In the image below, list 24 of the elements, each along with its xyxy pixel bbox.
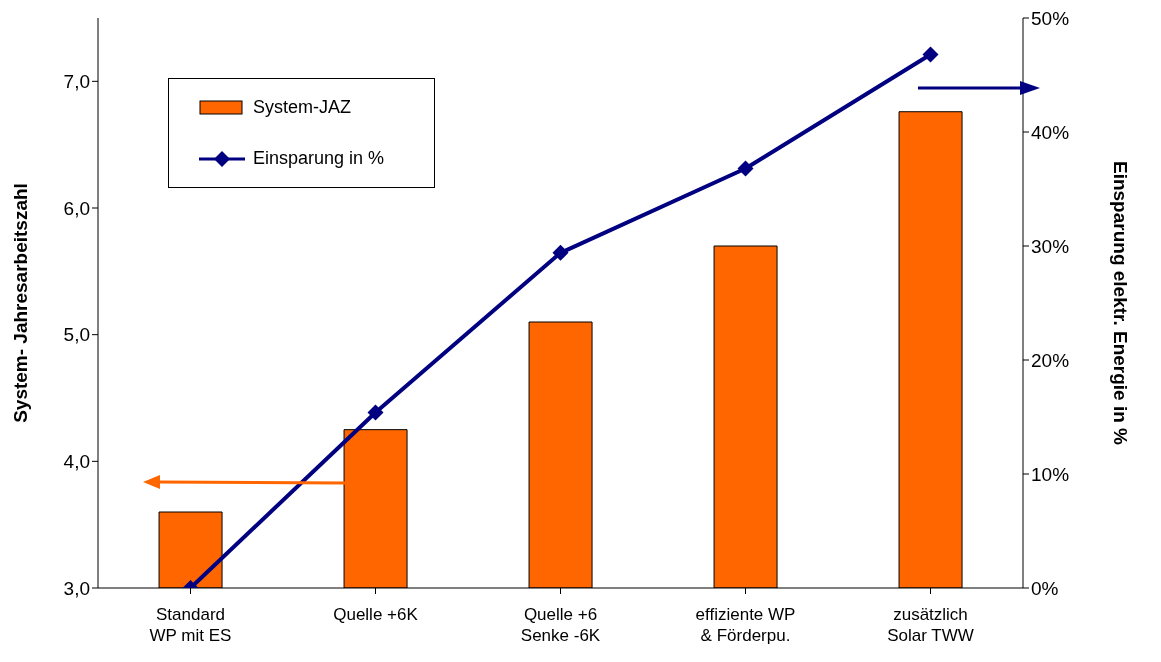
point <box>552 244 569 261</box>
y-tick-label: 7,0 <box>63 71 90 93</box>
y2-tick-label: 50% <box>1031 7 1070 29</box>
legend-label: System-JAZ <box>253 97 352 118</box>
point <box>922 46 939 63</box>
x-tick-label: zusätzlich Solar TWW <box>887 605 974 645</box>
y-tick-label: 6,0 <box>63 197 90 219</box>
x-tick-label: effiziente WP & Förderpu. <box>695 605 796 645</box>
y2-axis-title: Einsparung elektr. Energie in % <box>1110 160 1132 446</box>
x-tick-label: Standard WP mit ES <box>149 605 232 645</box>
y2-tick-label: 40% <box>1031 121 1070 143</box>
y-tick-label: 3,0 <box>63 577 90 599</box>
legend-label: Einsparung in % <box>253 148 385 169</box>
y-tick-label: 5,0 <box>63 324 90 346</box>
y2-tick-label: 0% <box>1031 577 1059 599</box>
y2-tick-label: 20% <box>1031 349 1070 371</box>
y2-tick-label: 10% <box>1031 463 1070 485</box>
point <box>737 160 754 177</box>
y-tick-label: 4,0 <box>63 451 90 473</box>
y-axis-title: System- Jahresarbeitszahl <box>9 183 31 423</box>
y2-tick-label: 30% <box>1031 235 1070 257</box>
x-tick-label: Quelle +6 Senke -6K <box>520 605 601 645</box>
point <box>367 404 384 421</box>
x-tick-label: Quelle +6K <box>333 605 419 624</box>
